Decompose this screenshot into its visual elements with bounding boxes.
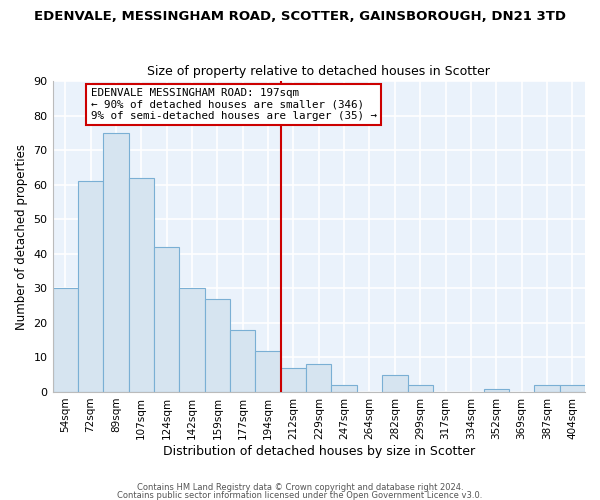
Bar bbox=[205, 298, 230, 392]
Bar bbox=[256, 350, 281, 392]
Bar bbox=[154, 247, 179, 392]
Bar bbox=[103, 133, 128, 392]
Y-axis label: Number of detached properties: Number of detached properties bbox=[15, 144, 28, 330]
Text: EDENVALE MESSINGHAM ROAD: 197sqm
← 90% of detached houses are smaller (346)
9% o: EDENVALE MESSINGHAM ROAD: 197sqm ← 90% o… bbox=[91, 88, 377, 121]
Bar bbox=[230, 330, 256, 392]
Bar bbox=[179, 288, 205, 392]
X-axis label: Distribution of detached houses by size in Scotter: Distribution of detached houses by size … bbox=[163, 444, 475, 458]
Bar bbox=[407, 385, 433, 392]
Bar bbox=[484, 388, 509, 392]
Text: EDENVALE, MESSINGHAM ROAD, SCOTTER, GAINSBOROUGH, DN21 3TD: EDENVALE, MESSINGHAM ROAD, SCOTTER, GAIN… bbox=[34, 10, 566, 23]
Bar bbox=[560, 385, 585, 392]
Bar bbox=[53, 288, 78, 392]
Bar bbox=[281, 368, 306, 392]
Text: Contains HM Land Registry data © Crown copyright and database right 2024.: Contains HM Land Registry data © Crown c… bbox=[137, 484, 463, 492]
Bar bbox=[534, 385, 560, 392]
Bar bbox=[331, 385, 357, 392]
Bar bbox=[78, 181, 103, 392]
Title: Size of property relative to detached houses in Scotter: Size of property relative to detached ho… bbox=[148, 66, 490, 78]
Bar bbox=[382, 374, 407, 392]
Text: Contains public sector information licensed under the Open Government Licence v3: Contains public sector information licen… bbox=[118, 490, 482, 500]
Bar bbox=[128, 178, 154, 392]
Bar bbox=[306, 364, 331, 392]
